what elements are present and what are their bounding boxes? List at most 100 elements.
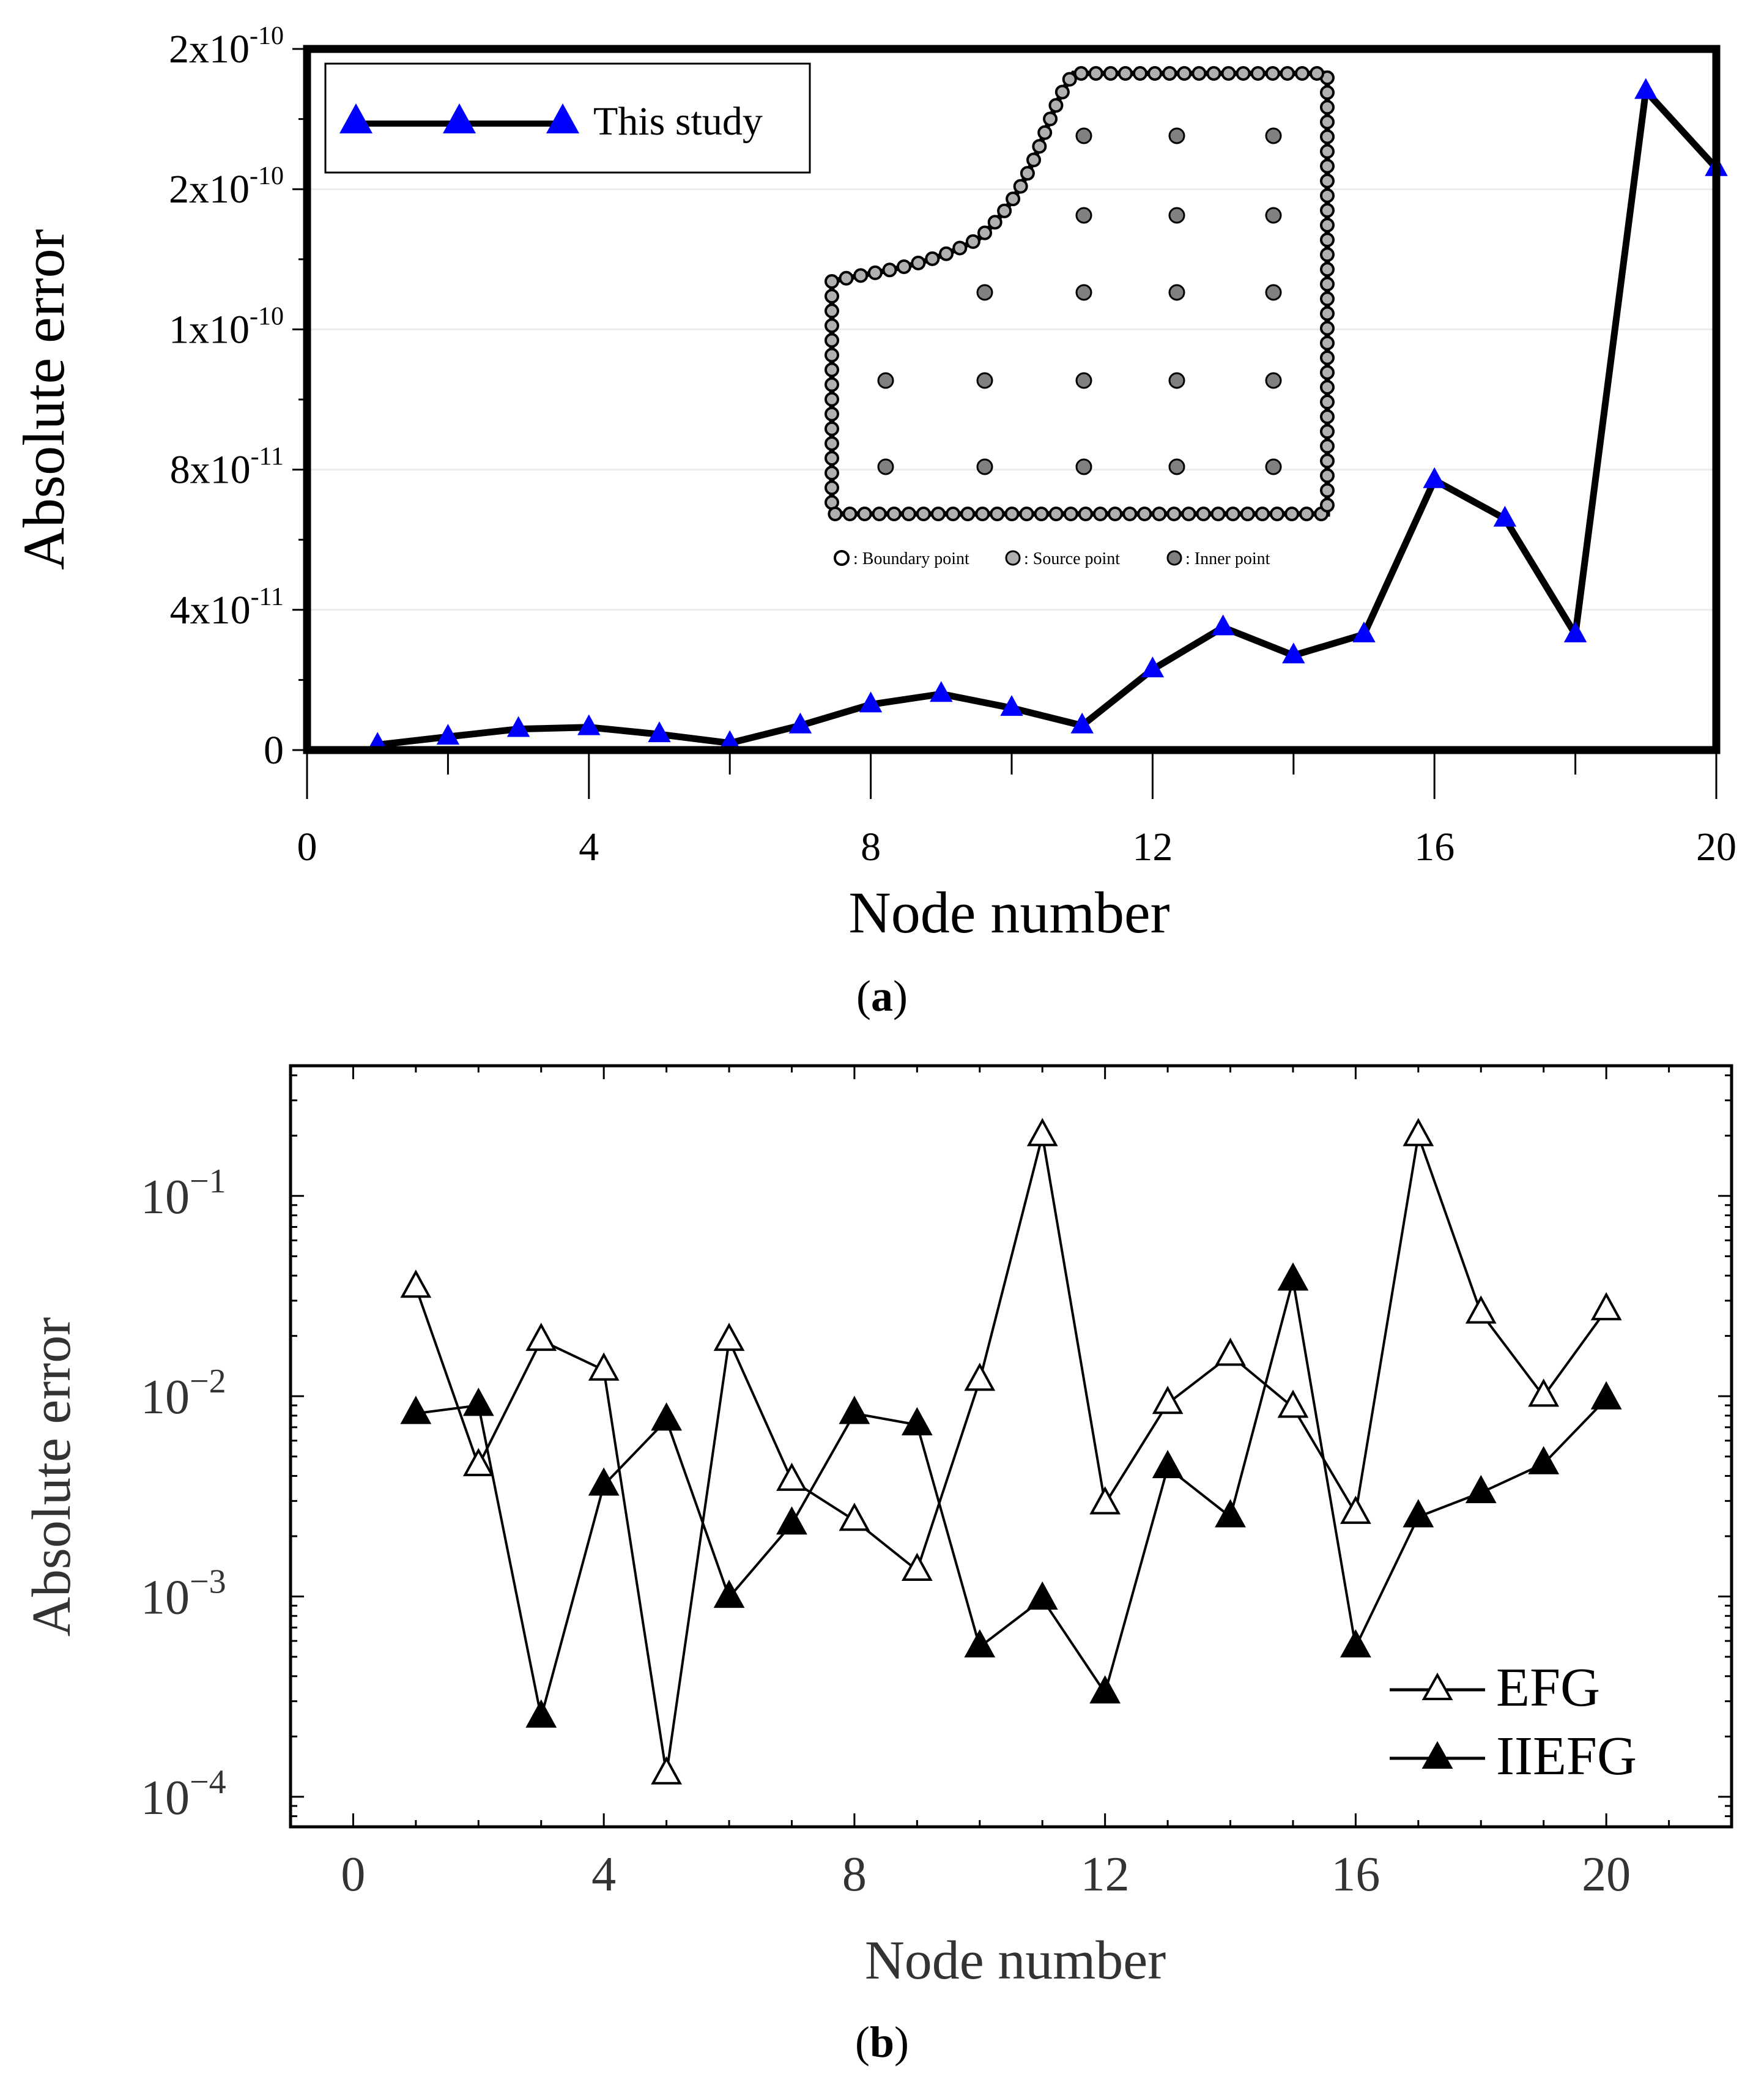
b-y-ticks: 10−110−210−310−4 (141, 1074, 1732, 1825)
inset-boundary-point (1088, 66, 1103, 81)
b-data-point-efg (1089, 1486, 1121, 1515)
inset-boundary-point (1294, 66, 1310, 81)
b-series-line-iiefg (415, 1279, 1607, 1719)
source-point-marker (1005, 550, 1021, 566)
inset-boundary-point (1177, 66, 1192, 81)
a-panel-label: (a) (856, 972, 908, 1020)
inset-boundary-point (825, 466, 839, 481)
inset-boundary-point (825, 348, 839, 363)
inset-boundary-point (1320, 217, 1335, 232)
inset-boundary-point (1320, 365, 1335, 380)
inset-boundary-point (1320, 379, 1335, 395)
inset-boundary-point (1034, 507, 1049, 521)
a-x-ticks: 0 4 8 12 16 20 (297, 750, 1736, 869)
b-x-tick-label: 12 (1081, 1848, 1130, 1901)
inset-boundary-point (1063, 507, 1078, 521)
b-data-point-efg (1465, 1295, 1497, 1324)
boundary-point-marker (834, 550, 850, 566)
inset-boundary-point (1320, 158, 1335, 174)
b-legend-efg-marker (1421, 1672, 1453, 1700)
inset-boundary-point (1103, 66, 1118, 81)
b-data-point-iiefg (776, 1506, 807, 1535)
inset-inner-point (976, 372, 993, 389)
a-data-point (506, 716, 530, 737)
b-y-tick-exponent: −2 (190, 1362, 226, 1400)
a-y-tick-base: 8x10 (170, 448, 251, 492)
b-data-point-efg (1340, 1495, 1371, 1524)
a-data-point (1352, 621, 1376, 642)
b-y-tick-base: 10 (141, 1771, 190, 1825)
a-data-point (648, 721, 671, 743)
inset-boundary-point (1265, 66, 1280, 81)
inset-inner-point (1265, 458, 1282, 475)
inset-boundary-point (1137, 507, 1152, 521)
a-x-axis-label: Node number (848, 880, 1169, 945)
b-x-tick-label: 4 (591, 1848, 616, 1901)
a-y-tick-exponent: -11 (251, 443, 284, 471)
inset-boundary-point (1054, 84, 1070, 100)
inset-inner-point (1265, 207, 1282, 224)
a-y-tick-exponent: -10 (250, 162, 284, 190)
a-y-tick-label: 0 (264, 728, 284, 773)
b-plot-frame (289, 1064, 1733, 1829)
inset-inner-point (1075, 127, 1092, 144)
a-y-tick-label: 4x10-11 (170, 583, 284, 633)
b-data-point-iiefg (1465, 1474, 1497, 1503)
inset-boundary-point (1032, 139, 1047, 154)
b-data-point-iiefg (1528, 1446, 1560, 1474)
b-data-point-iiefg (462, 1388, 494, 1416)
b-data-point-efg (901, 1552, 933, 1581)
inset-legend: : Boundary point : Source point : Inner … (834, 549, 1270, 568)
inset-boundary-point (1037, 125, 1053, 140)
a-data-point (577, 714, 601, 735)
inset-boundary-point (1320, 247, 1335, 262)
inset-boundary-point (987, 215, 1002, 230)
b-data-point-efg (1152, 1386, 1184, 1414)
inset-boundary-point (1320, 306, 1335, 321)
inset-inner-point (976, 458, 993, 475)
inset-boundary-point (1320, 497, 1335, 513)
a-x-tick-label: 8 (861, 825, 881, 869)
inset-boundary-point (925, 251, 940, 266)
a-x-tick-label: 12 (1132, 825, 1173, 869)
a-y-axis-label: Absolute error (11, 229, 76, 570)
inset-boundary-point (1019, 507, 1034, 521)
inset-boundary-point (1048, 98, 1064, 113)
a-data-point (1141, 656, 1165, 678)
inner-point-marker (1166, 550, 1182, 566)
inset-boundary-point (1320, 439, 1335, 454)
a-series-line (377, 87, 1719, 748)
panel-b: 10−110−210−310−4 0 4 8 12 16 20 EFG IIEFG Nod… (21, 1064, 1733, 2067)
b-x-tick-label: 8 (842, 1848, 867, 1901)
inset-boundary-point (1062, 72, 1077, 87)
a-y-tick-label: 2x10-10 (169, 162, 284, 212)
a-x-tick-label: 16 (1414, 825, 1455, 869)
inset-boundary-point (1013, 179, 1028, 194)
b-legend-iiefg-label: IIEFG (1496, 1726, 1637, 1786)
inset-inner-point (877, 458, 894, 475)
b-legend-iiefg-marker (1421, 1741, 1453, 1769)
b-y-tick-base: 10 (141, 1370, 190, 1424)
inset-boundary-point (1221, 66, 1236, 81)
inset-boundary-point (1254, 507, 1270, 521)
inset-boundary-point (1092, 507, 1108, 521)
a-legend-marker-2 (443, 103, 476, 133)
inset-boundary-point (825, 392, 839, 407)
inset-boundary-point (1240, 507, 1255, 521)
inset-boundary-point (1320, 188, 1335, 203)
a-y-tick-label: 8x10-11 (170, 443, 284, 492)
inset-inner-point (1168, 127, 1185, 144)
a-data-point (1423, 467, 1446, 488)
b-data-point-iiefg (901, 1407, 933, 1436)
b-x-axis-label: Node number (865, 1930, 1166, 1991)
inset-boundary-point (882, 262, 897, 278)
a-data-point (930, 681, 953, 702)
inset-boundary-point (825, 318, 839, 333)
b-data-point-efg (1403, 1118, 1434, 1147)
inset-boundary-point (825, 303, 839, 319)
inset-boundary-point (1147, 66, 1163, 81)
a-data-point (1282, 642, 1305, 664)
a-y-tick-base: 1x10 (169, 307, 250, 352)
b-data-point-efg (525, 1322, 557, 1351)
